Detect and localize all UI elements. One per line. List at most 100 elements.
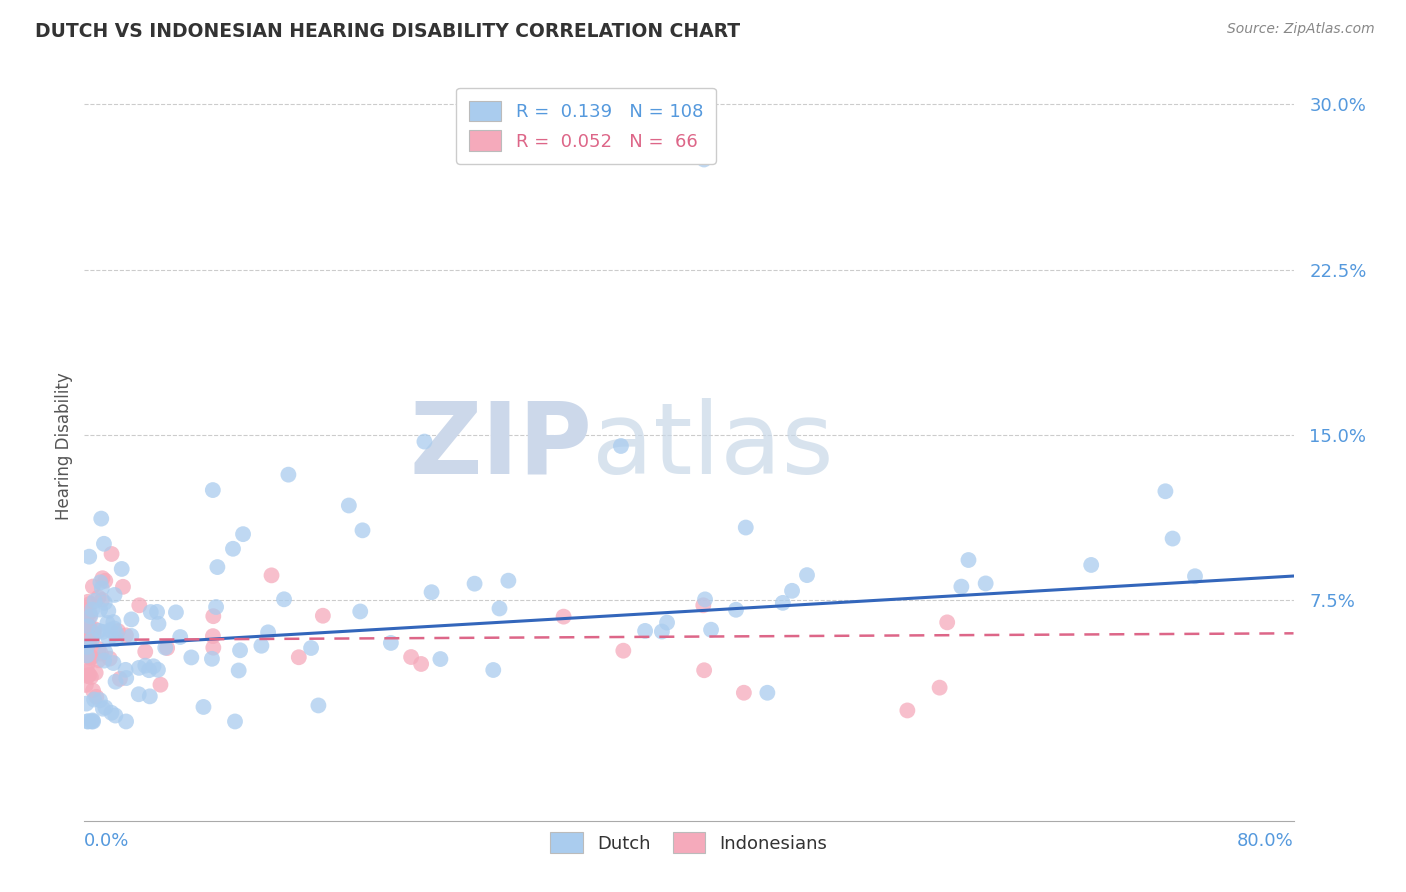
Point (229, 643, 252, 657)
Point (482, 663, 505, 677)
Point (138, 663, 160, 677)
Point (108, 672, 131, 686)
Point (114, 663, 136, 677)
Point (896, 703, 918, 717)
Point (612, 643, 634, 657)
Point (146, 663, 169, 677)
Point (103, 588, 125, 602)
Point (79, 634, 101, 648)
Point (97, 604, 120, 618)
Point (80, 714, 103, 729)
Point (734, 520, 756, 534)
Point (76, 619, 98, 633)
Point (94, 574, 117, 588)
Point (142, 659, 165, 673)
Point (89, 602, 111, 616)
Point (80, 632, 103, 647)
Point (693, 153, 716, 167)
Point (75, 697, 97, 711)
Point (201, 483, 224, 497)
Point (655, 615, 678, 630)
Point (277, 467, 299, 482)
Point (464, 576, 486, 591)
Point (86, 690, 108, 704)
Point (83, 626, 105, 640)
Text: Source: ZipAtlas.com: Source: ZipAtlas.com (1227, 22, 1375, 37)
Point (307, 698, 329, 713)
Point (111, 562, 134, 576)
Point (299, 640, 322, 655)
Point (76, 640, 98, 654)
Point (128, 687, 150, 701)
Point (610, 439, 633, 453)
Point (155, 640, 177, 655)
Point (193, 700, 215, 714)
Point (128, 599, 150, 613)
Point (146, 605, 169, 619)
Point (100, 547, 122, 561)
Point (420, 585, 443, 599)
Point (156, 641, 179, 656)
Point (83, 692, 105, 706)
Point (90, 647, 112, 661)
Point (202, 640, 225, 655)
Point (250, 639, 273, 653)
Point (257, 625, 280, 640)
Point (76, 657, 98, 672)
Point (91, 702, 114, 716)
Point (165, 605, 187, 619)
Point (75, 613, 97, 627)
Point (87, 591, 110, 605)
Point (87, 624, 110, 638)
Point (77, 714, 100, 729)
Point (104, 708, 127, 723)
Point (651, 624, 673, 639)
Point (82, 714, 104, 728)
Point (148, 616, 170, 631)
Point (94, 645, 117, 659)
Point (700, 623, 723, 637)
Point (950, 580, 973, 594)
Point (380, 636, 402, 650)
Point (82, 683, 104, 698)
Point (76, 636, 98, 650)
Text: DUTCH VS INDONESIAN HEARING DISABILITY CORRELATION CHART: DUTCH VS INDONESIAN HEARING DISABILITY C… (35, 22, 741, 41)
Point (103, 615, 125, 629)
Point (224, 714, 246, 729)
Point (634, 624, 657, 638)
Point (97, 632, 120, 646)
Point (205, 599, 228, 614)
Point (180, 650, 202, 665)
Point (134, 645, 156, 659)
Point (79, 597, 101, 611)
Point (202, 609, 225, 624)
Point (93, 654, 115, 668)
Point (89, 693, 111, 707)
Point (107, 624, 129, 638)
Point (76, 595, 98, 609)
Point (76, 665, 98, 679)
Point (260, 568, 283, 582)
Point (105, 626, 128, 640)
Point (76, 714, 98, 729)
Point (100, 706, 122, 720)
Point (974, 576, 997, 591)
Point (1184, 569, 1206, 583)
Point (80, 670, 103, 684)
Point (98, 651, 121, 665)
Point (222, 541, 245, 556)
Point (232, 527, 254, 541)
Point (79, 668, 101, 682)
Point (139, 605, 162, 619)
Point (77, 549, 100, 564)
Point (93, 596, 115, 610)
Point (94, 700, 117, 714)
Point (91, 624, 114, 639)
Point (83, 622, 105, 636)
Point (115, 628, 138, 642)
Point (91, 593, 114, 607)
Point (928, 681, 950, 695)
Point (96, 615, 118, 630)
Point (80, 651, 103, 665)
Point (429, 652, 451, 666)
